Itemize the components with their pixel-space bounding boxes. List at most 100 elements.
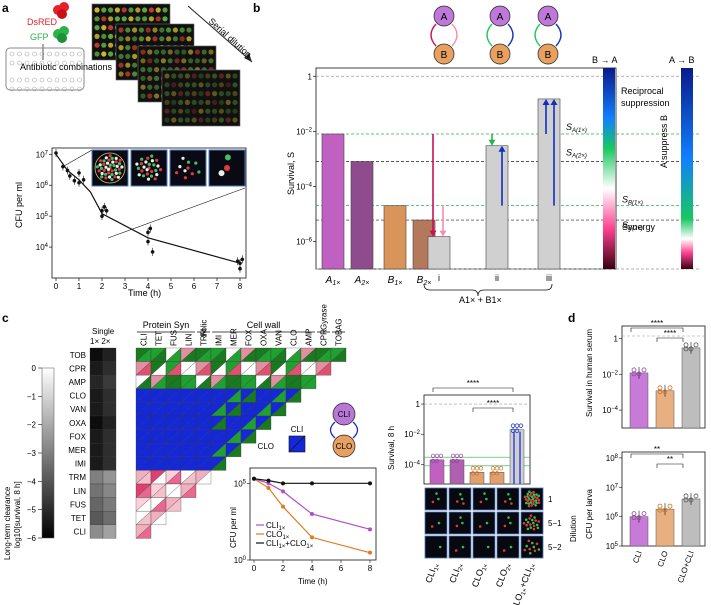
x-tick-label: 7 (215, 282, 220, 291)
cell-dot (529, 551, 532, 555)
heatmap-cell-lower (255, 415, 272, 430)
column-label: TET (155, 331, 164, 346)
bar-point (683, 493, 689, 499)
bar-label: A1× (325, 275, 341, 287)
bar-label: CLO1×+CLI1× (509, 561, 538, 605)
cell-dot (537, 520, 541, 523)
colony-well (166, 27, 172, 33)
cell-dot (526, 499, 530, 503)
plate-well (32, 86, 37, 92)
edge-a (329, 421, 336, 439)
colony-well (218, 108, 224, 114)
data-point (148, 226, 153, 231)
row-label: FOX (70, 432, 87, 441)
bar-point (631, 367, 637, 373)
colony-well (198, 99, 204, 105)
cell-dot (525, 544, 528, 548)
colony-well (201, 49, 207, 55)
panel-label-c: c (2, 311, 9, 325)
colony-well (164, 91, 170, 97)
colony-well (171, 91, 177, 97)
cell (108, 154, 112, 158)
category-label: CLO+CLI (676, 550, 696, 585)
cell-dot (437, 497, 440, 501)
sig-bracket (630, 453, 684, 458)
colony-well (191, 99, 197, 105)
colony-well (184, 99, 190, 105)
bar-label: CLI1× (423, 561, 442, 585)
cell-dot (532, 499, 535, 503)
cell-dot (529, 526, 533, 529)
plate-well (69, 60, 75, 66)
microscopy-insets (91, 149, 246, 187)
node-b-label: B (441, 50, 448, 61)
bar-point (631, 511, 637, 517)
cli-clo-key: CLI CLO CLI CLO (258, 402, 359, 458)
single-cell (102, 524, 117, 539)
series-point (252, 476, 256, 481)
colony-well (164, 73, 170, 79)
colony-well (225, 91, 231, 97)
colorbar-label-ba: B → A (592, 55, 618, 65)
plate-well (62, 51, 67, 57)
dilution-frame (448, 535, 472, 559)
survival-8h-chart: 1 10−2 10−4 Survival, 8 h **** **** (387, 379, 531, 485)
clearance-ticks: 0 −1 −2 −3 −4 −5 −6 (27, 364, 42, 543)
key-cli-label: CLI (291, 425, 303, 434)
bar-point (474, 471, 480, 476)
colony-well (125, 53, 131, 60)
cell (146, 177, 151, 181)
colony-well (225, 99, 231, 105)
cell-dot (507, 493, 510, 496)
single-cell (89, 524, 104, 539)
cell-dot (532, 521, 535, 525)
y-tick-label: 10−4 (296, 182, 312, 191)
heatmap-cell-lower (225, 442, 242, 457)
inset-4 (208, 149, 246, 187)
heatmap-cell-lower (195, 470, 212, 485)
bar-label: iii (546, 273, 552, 283)
colony-well (218, 99, 224, 105)
colony-well (147, 84, 153, 90)
cell (178, 165, 182, 169)
dsred-blob-icon (53, 2, 69, 19)
data-point (65, 168, 70, 173)
column-label: CLO (290, 330, 299, 346)
heatmap-cell-lower (285, 388, 302, 403)
colony-well (212, 99, 218, 105)
legend-entry: CLI1× (266, 521, 286, 532)
cell-dot (522, 522, 526, 525)
cell-dot (507, 516, 510, 519)
data-point (238, 266, 242, 271)
cell (104, 172, 108, 176)
cell (150, 154, 154, 158)
heatmap-cell-lower (330, 347, 347, 362)
bar-point (430, 453, 436, 458)
colony-well (205, 91, 211, 97)
single-cell (102, 483, 117, 498)
cell (155, 173, 159, 177)
sig-bracket (656, 463, 684, 468)
colony-well (232, 82, 238, 88)
colony-well (191, 117, 197, 123)
row-label: MER (68, 446, 86, 455)
cell (110, 156, 114, 160)
edge-ba (534, 23, 541, 47)
column-label: CLI (140, 334, 149, 346)
sig-label: ** (654, 445, 660, 454)
cell-dot (531, 518, 534, 522)
arrow-iii-b-head (550, 98, 558, 105)
colony-well (101, 42, 107, 48)
cell-dot (526, 521, 530, 524)
cell-dot (523, 495, 527, 499)
series-point (310, 512, 314, 516)
cell-dot (532, 524, 536, 528)
colony-well (159, 27, 165, 33)
heatmap-cell-lower (300, 374, 317, 389)
colony-well (225, 82, 231, 88)
cell (186, 160, 191, 164)
zoom-line (63, 149, 93, 167)
series-point (368, 481, 372, 486)
cell (120, 165, 124, 169)
